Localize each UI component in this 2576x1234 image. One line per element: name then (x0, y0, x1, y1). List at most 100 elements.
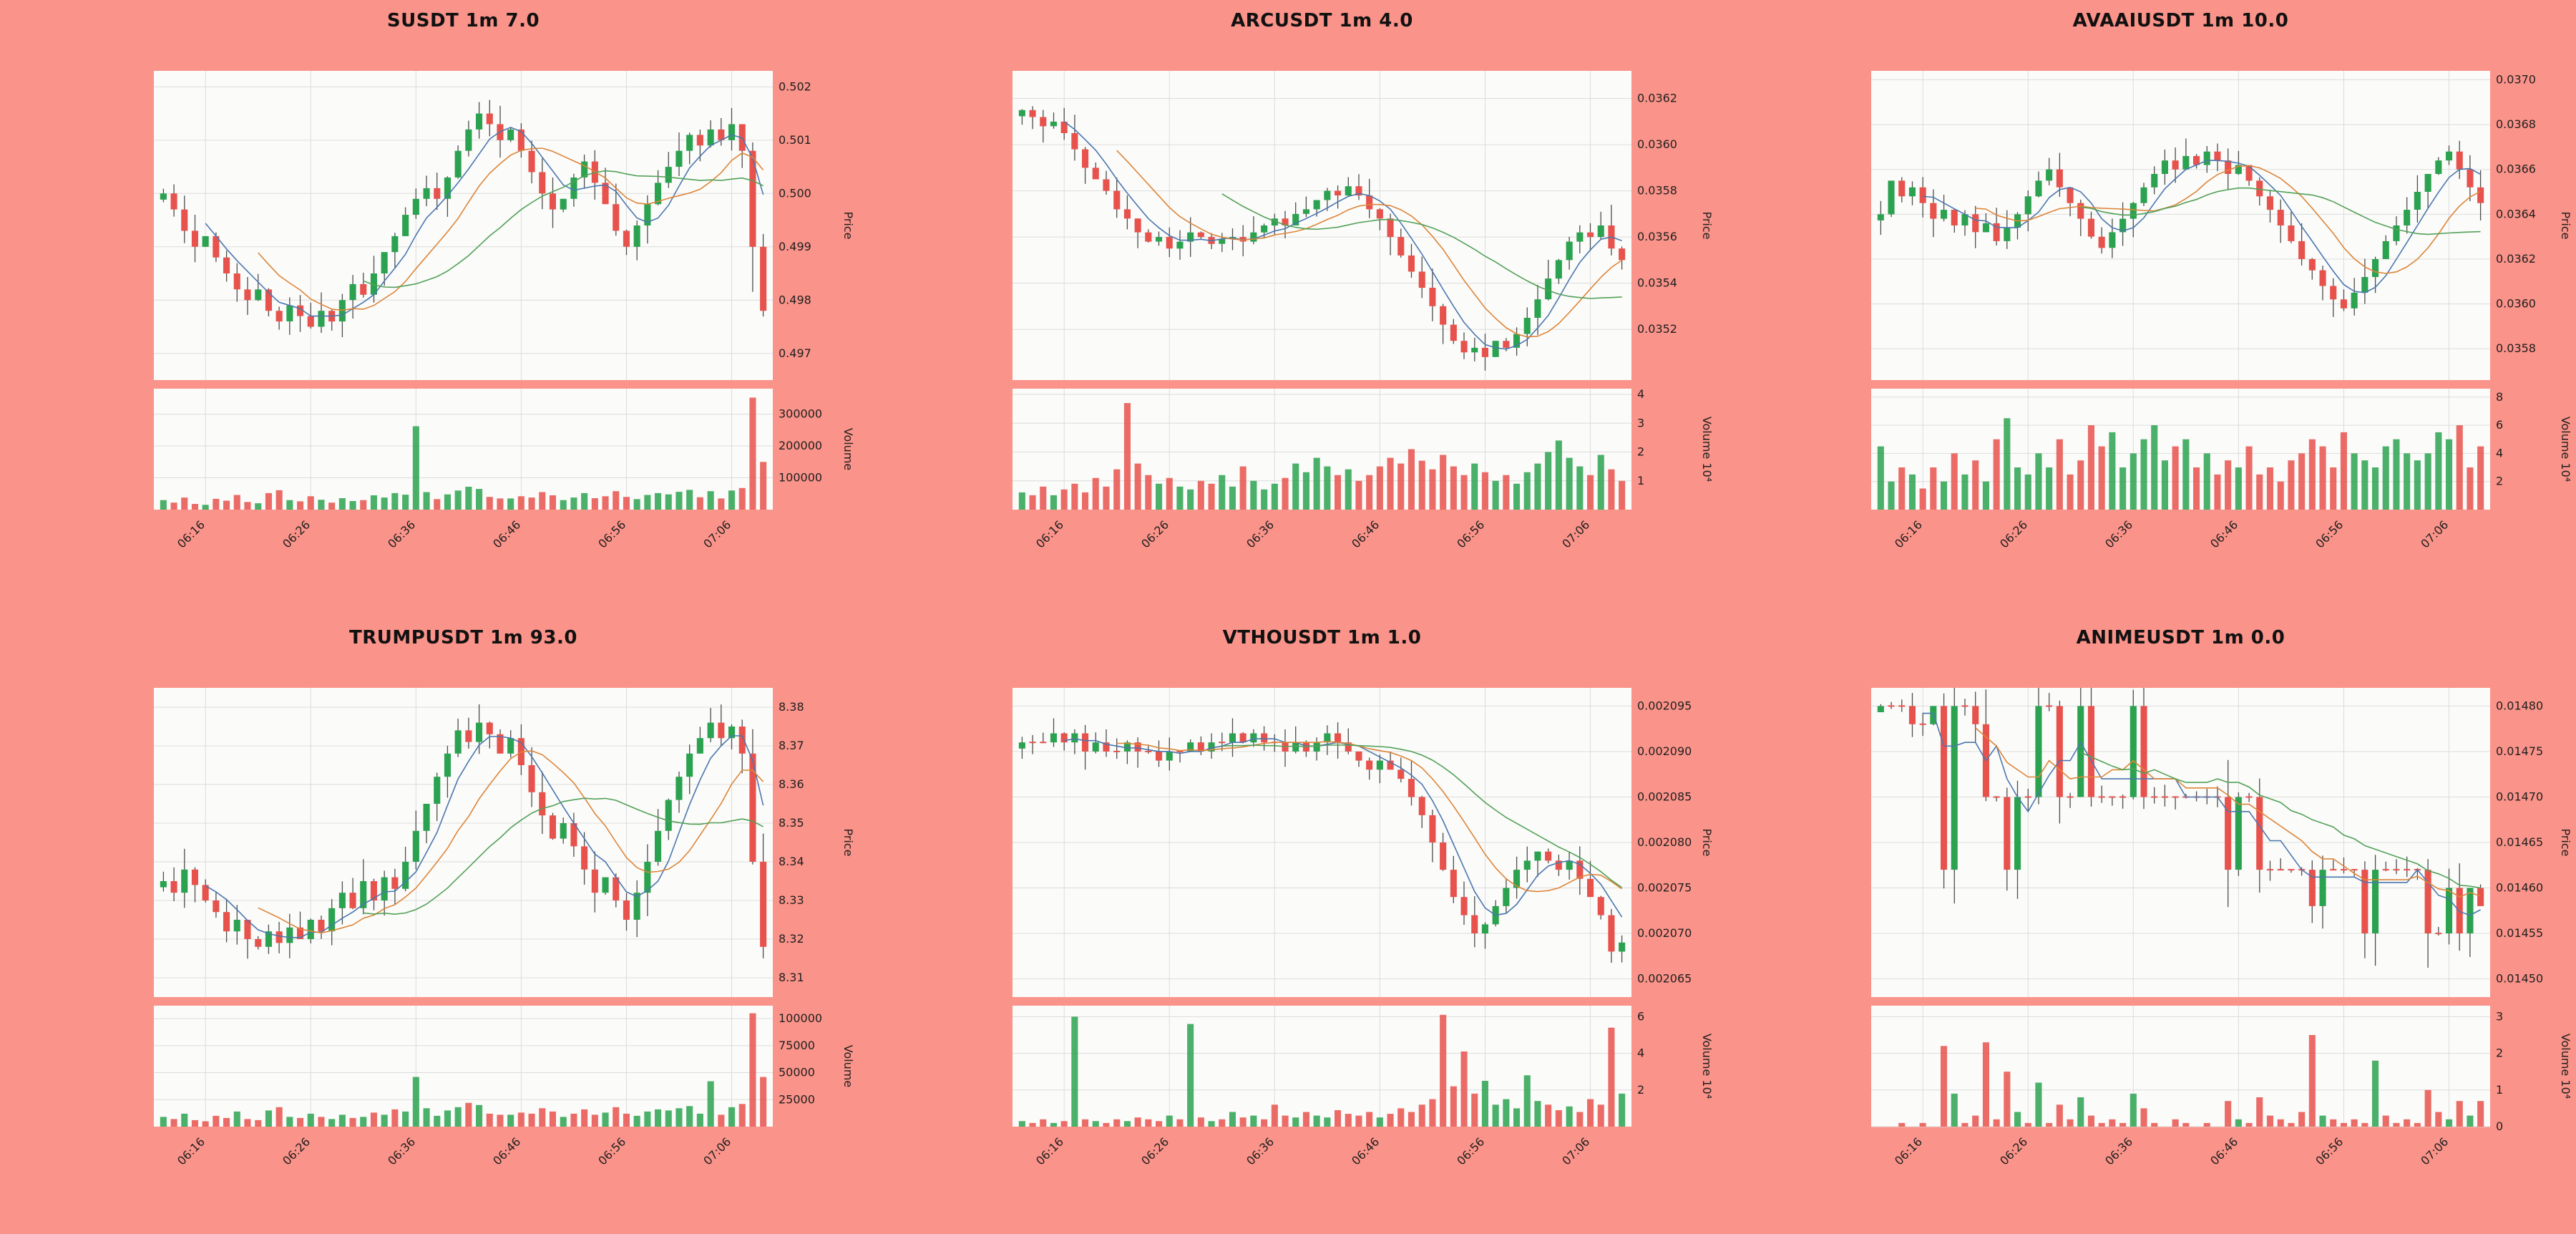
candles (1018, 106, 1626, 371)
price-tick-label: 0.002095 (1637, 699, 1692, 712)
volume-bar (423, 1108, 430, 1127)
candle-body (1313, 200, 1320, 210)
volume-bar (1176, 486, 1184, 510)
candle-body (476, 722, 483, 742)
candle-body (1082, 149, 1089, 168)
candle-body (2182, 156, 2190, 170)
volume-bar (1156, 483, 1163, 510)
candle-body (2129, 203, 2137, 219)
volume-bar (454, 1107, 462, 1127)
volume-bar (1930, 467, 1937, 510)
volume-bar (623, 1113, 630, 1127)
volume-bar (1082, 492, 1089, 510)
volume-bar (191, 1119, 198, 1127)
x-tick-label: 06:26 (280, 518, 313, 550)
volume-bar (2424, 1089, 2431, 1127)
volume-bar (328, 502, 336, 510)
volume-bar (265, 1110, 272, 1127)
candle-body (1930, 203, 1937, 219)
candle-body (360, 283, 367, 295)
volume-bar (1898, 1122, 1906, 1127)
x-tick-label: 06:46 (1349, 518, 1382, 550)
candle-body (2435, 160, 2442, 174)
x-tick-label: 06:36 (1244, 1135, 1277, 1167)
candle-body (1523, 318, 1531, 334)
volume-bar (1951, 1093, 1958, 1127)
volume-bar (2151, 425, 2158, 510)
volume-bar (2193, 467, 2200, 510)
candlestick-volume-chart: 0.002065 0.002070 0.002075 0.002080 0.002085… (1013, 688, 1714, 1167)
candle-body (2424, 870, 2431, 933)
volume-bar (2446, 1119, 2453, 1127)
volume-bar (1145, 1119, 1152, 1127)
candle-body (1366, 195, 1373, 210)
price-tick-label: 0.0366 (2496, 162, 2536, 176)
x-tick-label: 06:26 (1997, 1135, 2030, 1167)
price-tick-label: 0.01465 (2496, 835, 2543, 849)
volume-bar (2351, 1119, 2358, 1127)
volume-bar (1503, 475, 1510, 510)
chart-figure: 8.31 8.32 8.33 8.34 8.35 8.36 8.37 8.38 25000 500… (154, 688, 859, 1232)
volume-bar (1993, 1119, 2000, 1127)
price-tick-label: 0.01480 (2496, 699, 2543, 712)
candle-body (2456, 151, 2463, 170)
volume-bars (1018, 1014, 1626, 1127)
candle-body (2109, 796, 2116, 798)
candle-body (1040, 117, 1047, 127)
candle-body (2161, 796, 2168, 798)
candle-body (2288, 225, 2295, 241)
volume-bar (1471, 463, 1478, 510)
candle-body (1261, 225, 1268, 233)
candle-body (2151, 174, 2158, 188)
volume-bar (749, 1013, 756, 1127)
volume-bar (1397, 1108, 1405, 1127)
candle-body (2467, 888, 2474, 933)
candle-body (633, 893, 640, 920)
volume-bar (2382, 446, 2389, 510)
candle-body (2340, 869, 2347, 871)
candle-body (2477, 187, 2484, 203)
ma-line-5 (1923, 712, 2481, 916)
candle-body (749, 150, 756, 247)
price-tick-label: 8.33 (779, 893, 804, 907)
volume-bars (1018, 403, 1626, 510)
volume-bar (2308, 439, 2316, 510)
volume-bar (381, 497, 388, 510)
volume-bar (1018, 1121, 1025, 1127)
candle-body (2393, 869, 2400, 871)
ma-line-10 (1975, 165, 2481, 274)
candle-body (2172, 796, 2179, 798)
candle-body (1503, 341, 1510, 348)
volume-bar (2435, 432, 2442, 510)
volume-bar (760, 1077, 767, 1127)
x-tick-label: 06:26 (1138, 1135, 1171, 1167)
candle-body (1103, 179, 1110, 191)
volume-tick-label: 6 (1637, 1009, 1644, 1023)
volume-bar (665, 1110, 672, 1127)
candle-body (1576, 860, 1584, 879)
candle-body (297, 305, 304, 316)
candle-body (465, 129, 472, 151)
candle-body (160, 193, 167, 200)
ma-line-20 (363, 170, 763, 288)
candle-body (1060, 121, 1068, 133)
candle-body (1566, 241, 1573, 261)
candle-body (560, 198, 567, 210)
candle-body (707, 129, 714, 146)
ma-line-20 (2080, 752, 2481, 889)
candle-body (1302, 209, 1309, 214)
candle-body (2161, 160, 2168, 174)
candle-body (1877, 706, 1884, 712)
volume-bar (2456, 425, 2463, 510)
volume-bar (160, 500, 167, 510)
chart-title: ARCUSDT 1m 4.0 (1231, 10, 1413, 31)
candle-body (1176, 241, 1184, 249)
volume-bar (434, 1115, 441, 1127)
candle-body (497, 734, 504, 754)
volume-bar (486, 1113, 493, 1127)
volume-bar (2046, 1122, 2053, 1127)
candle-body (1619, 942, 1626, 952)
volume-tick-label: 50000 (779, 1066, 815, 1079)
candle-body (2077, 203, 2084, 219)
volume-bar (1123, 1121, 1131, 1127)
